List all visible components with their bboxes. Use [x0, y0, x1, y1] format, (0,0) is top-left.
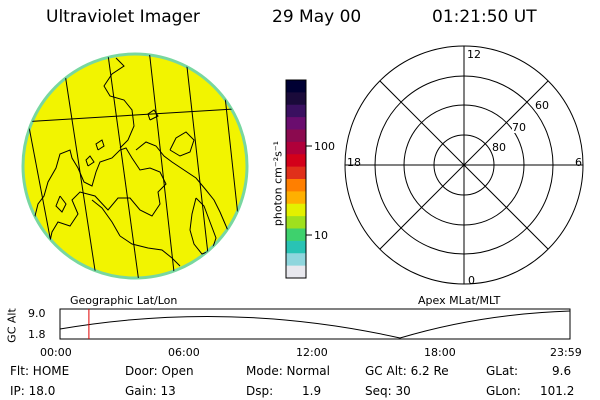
altitude-xtick-4: 23:59: [550, 346, 582, 359]
colorbar-swatch: [286, 179, 306, 192]
mlt-label-6: 6: [575, 156, 582, 169]
status-mode: Mode: Normal: [246, 364, 330, 378]
colorbar-swatch: [286, 265, 306, 279]
mlat-label-70: 70: [512, 121, 526, 134]
colorbar-swatch: [286, 80, 306, 93]
mlt-label-18: 18: [347, 156, 361, 169]
status-dsp-label: Dsp:: [246, 384, 274, 398]
date-label: 29 May 00: [272, 7, 362, 27]
status-flight: Flt: HOME: [10, 364, 70, 378]
altitude-plot-frame: [59, 308, 571, 340]
colorbar-swatch: [286, 216, 306, 230]
colorbar-swatch: [286, 228, 306, 242]
status-gain: Gain: 13: [125, 384, 176, 398]
colorbar-swatch: [286, 166, 306, 180]
status-door: Door: Open: [125, 364, 194, 378]
colorbar-strip: [286, 80, 306, 279]
colorbar-tick-label-100: 100: [314, 140, 335, 153]
polar-diagonal-2: [379, 80, 549, 250]
colorbar-swatch: [286, 104, 306, 118]
colorbar-swatch: [286, 191, 306, 205]
colorbar-swatch: [286, 240, 306, 254]
status-glat-label: GLat:: [486, 364, 519, 378]
status-glon-value: 101.2: [540, 384, 575, 398]
altitude-tick-high: 9.0: [28, 307, 46, 320]
polar-panel-label: Apex MLat/MLT: [418, 294, 501, 307]
colorbar-tick-label-10: 10: [314, 229, 328, 242]
coastline: [33, 57, 239, 267]
time-label: 01:21:50 UT: [432, 7, 537, 27]
colorbar-swatch: [286, 253, 306, 267]
colorbar-swatch: [286, 117, 306, 131]
status-ip: IP: 18.0: [10, 384, 56, 398]
altitude-xtick-0: 00:00: [40, 346, 72, 359]
altitude-tick-low: 1.8: [28, 328, 46, 341]
altitude-xtick-2: 12:00: [296, 346, 328, 359]
colorbar-swatch: [286, 141, 306, 155]
status-seq: Seq: 30: [365, 384, 411, 398]
mlat-label-80: 80: [492, 141, 506, 154]
status-glon-label: GLon:: [486, 384, 521, 398]
colorbar-swatch: [286, 92, 306, 106]
altitude-xtick-1: 06:00: [168, 346, 200, 359]
colorbar-swatch: [286, 129, 306, 143]
mlt-label-12: 12: [467, 48, 481, 61]
colorbar-swatch: [286, 154, 306, 168]
colorbar-frame: [285, 79, 307, 279]
mlat-label-60: 60: [535, 99, 549, 112]
mlt-label-0: 0: [468, 274, 475, 287]
status-glat-value: 9.6: [552, 364, 572, 378]
colorbar-swatch: [286, 203, 306, 217]
status-gc-alt: GC Alt: 6.2 Re: [365, 364, 449, 378]
altitude-xtick-3: 18:00: [424, 346, 456, 359]
geographic-panel-label: Geographic Lat/Lon: [70, 294, 178, 307]
status-dsp-value: 1.9: [302, 384, 322, 398]
altitude-curve: [59, 310, 571, 339]
instrument-title: Ultraviolet Imager: [46, 7, 200, 27]
